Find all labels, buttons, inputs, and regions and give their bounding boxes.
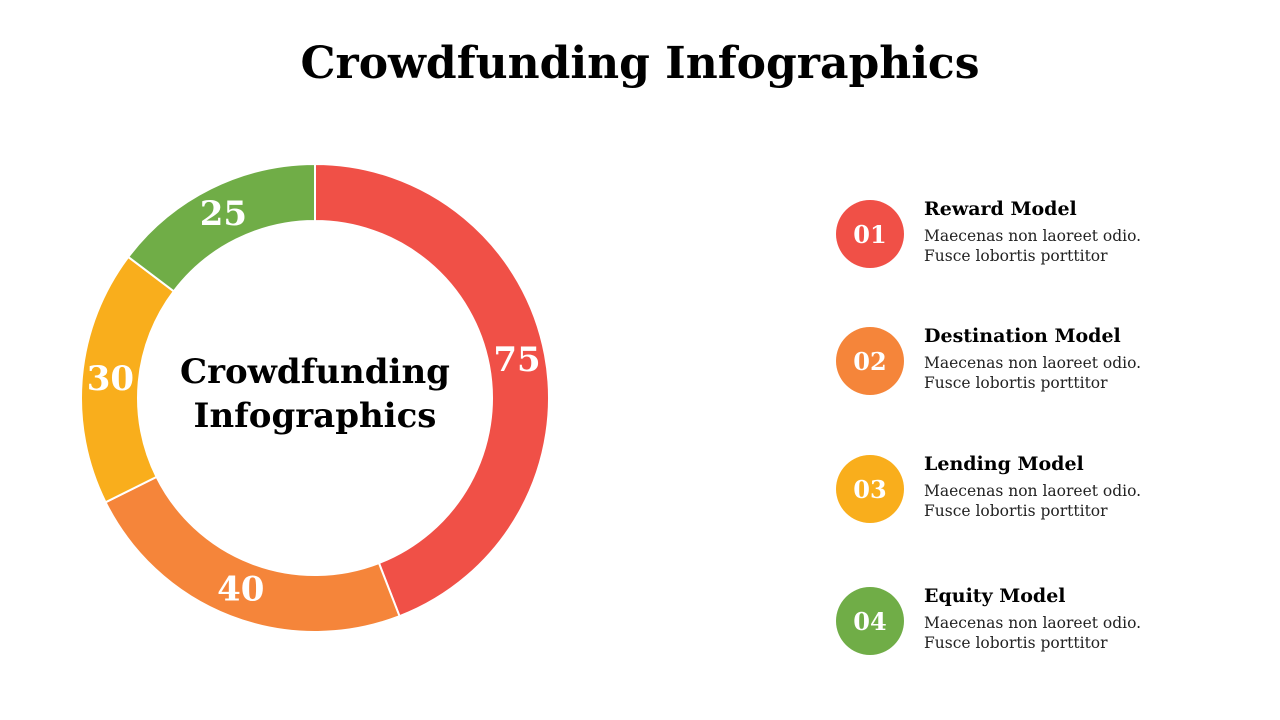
legend-description-line-2: Fusce lobortis porttitor [924,634,1108,652]
legend-description-line-2: Fusce lobortis porttitor [924,374,1108,392]
donut-segment-label: 25 [200,194,247,234]
legend-item-destination: 02 Destination Model Maecenas non laoree… [836,323,1256,403]
donut-segment-label: 30 [87,359,134,399]
legend-description: Maecenas non laoreet odio. Fusce loborti… [924,353,1141,393]
legend-number-badge: 04 [836,587,904,655]
legend-title: Lending Model [924,453,1084,475]
legend-description: Maecenas non laoreet odio. Fusce loborti… [924,613,1141,653]
legend-item-reward: 01 Reward Model Maecenas non laoreet odi… [836,196,1256,276]
donut-chart-svg: 75 40 30 25 [80,162,550,633]
legend-number-badge: 02 [836,327,904,395]
legend-description-line-2: Fusce lobortis porttitor [924,502,1108,520]
legend-title: Destination Model [924,325,1121,347]
donut-segment-75 [314,162,550,618]
donut-segment-label: 40 [217,570,264,610]
donut-chart: 75 40 30 25 Crowdfunding Infographics [80,162,550,633]
legend-number-badge: 03 [836,455,904,523]
page-title: Crowdfunding Infographics [300,38,980,89]
legend-description-line-1: Maecenas non laoreet odio. [924,614,1142,632]
legend-title: Reward Model [924,198,1077,220]
legend-description-line-1: Maecenas non laoreet odio. [924,354,1142,372]
donut-segment-label: 75 [493,340,540,380]
legend-description-line-2: Fusce lobortis porttitor [924,247,1108,265]
donut-center-label: Crowdfunding Infographics [155,350,475,438]
legend-description: Maecenas non laoreet odio. Fusce loborti… [924,481,1141,521]
legend-description: Maecenas non laoreet odio. Fusce loborti… [924,226,1141,266]
legend-number-badge: 01 [836,200,904,268]
legend-item-equity: 04 Equity Model Maecenas non laoreet odi… [836,583,1256,663]
legend-item-lending: 03 Lending Model Maecenas non laoreet od… [836,451,1256,531]
donut-segment-25 [126,162,316,293]
donut-center-line-2: Infographics [193,396,437,436]
donut-center-line-1: Crowdfunding [180,352,450,392]
legend-description-line-1: Maecenas non laoreet odio. [924,482,1142,500]
legend-description-line-1: Maecenas non laoreet odio. [924,227,1142,245]
legend-title: Equity Model [924,585,1066,607]
